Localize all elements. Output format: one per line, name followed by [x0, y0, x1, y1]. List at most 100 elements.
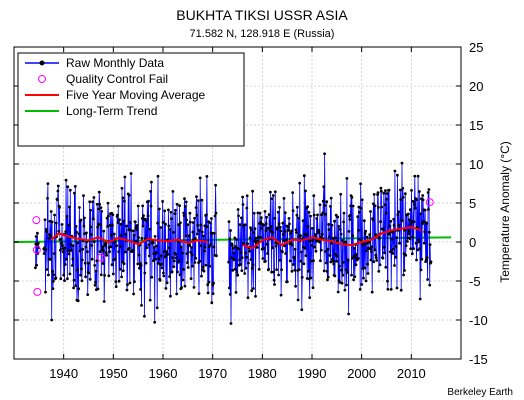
raw-monthly-point: [89, 225, 93, 229]
raw-monthly-point: [253, 227, 257, 231]
raw-monthly-point: [324, 250, 328, 253]
raw-monthly-point: [78, 206, 81, 209]
moving-average-layer: [50, 226, 422, 250]
raw-monthly-point: [168, 275, 172, 278]
raw-monthly-point: [174, 252, 178, 256]
raw-monthly-point: [105, 216, 109, 220]
raw-monthly-point: [288, 259, 292, 263]
raw-monthly-point: [335, 259, 338, 263]
raw-monthly-point: [71, 244, 75, 248]
raw-monthly-point: [147, 199, 150, 203]
raw-monthly-point: [328, 235, 331, 239]
raw-monthly-point: [411, 235, 415, 239]
raw-monthly-point: [92, 217, 95, 221]
raw-monthly-point: [357, 228, 360, 232]
raw-monthly-point: [273, 216, 277, 220]
raw-monthly-point: [231, 246, 235, 250]
raw-monthly-point: [301, 219, 305, 223]
raw-monthly-point: [60, 223, 64, 226]
raw-monthly-point: [322, 269, 326, 273]
raw-monthly-point: [359, 182, 362, 186]
raw-monthly-point: [395, 236, 398, 240]
raw-monthly-point: [61, 250, 65, 254]
raw-monthly-point: [272, 278, 276, 282]
raw-monthly-point: [155, 306, 159, 310]
raw-monthly-point: [239, 263, 243, 266]
raw-monthly-point: [348, 218, 352, 221]
raw-monthly-point: [374, 253, 378, 257]
raw-monthly-point: [186, 261, 189, 264]
raw-monthly-point: [394, 245, 398, 248]
raw-monthly-point: [92, 240, 96, 244]
raw-monthly-point: [287, 217, 291, 220]
raw-monthly-point: [406, 212, 410, 216]
raw-monthly-point: [299, 234, 302, 238]
raw-monthly-point: [238, 223, 242, 227]
raw-monthly-point: [409, 222, 413, 226]
raw-monthly-point: [50, 318, 54, 322]
raw-monthly-point: [140, 304, 143, 307]
x-tick-label: 1950: [99, 366, 128, 381]
raw-monthly-point: [346, 258, 350, 262]
raw-monthly-point: [202, 234, 206, 238]
raw-monthly-point: [104, 244, 107, 248]
raw-monthly-point: [240, 216, 243, 220]
raw-monthly-point: [99, 273, 103, 277]
legend-label-trend: Long-Term Trend: [66, 104, 157, 118]
raw-monthly-point: [372, 260, 376, 264]
raw-monthly-point: [36, 242, 40, 245]
raw-monthly-point: [178, 204, 182, 208]
raw-monthly-point: [344, 268, 348, 272]
raw-monthly-point: [394, 255, 398, 259]
raw-monthly-point: [153, 235, 157, 238]
raw-monthly-point: [214, 211, 218, 215]
y-tick-label: -15: [469, 352, 488, 367]
raw-monthly-point: [210, 231, 214, 235]
raw-monthly-point: [391, 230, 394, 234]
raw-monthly-point: [44, 228, 48, 231]
raw-monthly-point: [304, 189, 307, 193]
raw-monthly-point: [51, 270, 54, 273]
raw-monthly-point: [250, 289, 254, 293]
raw-monthly-point: [298, 181, 302, 185]
raw-monthly-point: [340, 268, 343, 272]
raw-monthly-point: [125, 288, 129, 292]
raw-monthly-line: [228, 153, 432, 324]
raw-monthly-point: [310, 227, 314, 230]
raw-monthly-point: [102, 229, 106, 233]
raw-monthly-point: [191, 264, 194, 268]
raw-monthly-point: [333, 219, 336, 223]
raw-monthly-point: [397, 223, 401, 227]
raw-monthly-point: [396, 173, 399, 177]
raw-monthly-point: [75, 268, 79, 272]
raw-monthly-point: [252, 231, 256, 235]
raw-monthly-point: [36, 231, 39, 235]
raw-monthly-point: [285, 280, 289, 284]
raw-monthly-point: [245, 194, 249, 198]
raw-monthly-point: [46, 197, 49, 200]
raw-monthly-point: [290, 229, 293, 233]
raw-monthly-point: [156, 221, 160, 225]
raw-monthly-point: [279, 229, 283, 233]
raw-monthly-point: [203, 224, 207, 228]
raw-monthly-point: [251, 263, 255, 267]
raw-monthly-point: [398, 241, 401, 245]
raw-monthly-point: [114, 280, 118, 283]
raw-monthly-point: [152, 246, 156, 249]
raw-monthly-point: [68, 205, 71, 209]
raw-monthly-point: [71, 257, 75, 261]
raw-monthly-point: [357, 210, 361, 214]
raw-monthly-point: [150, 275, 154, 279]
raw-monthly-point: [336, 215, 340, 219]
raw-monthly-point: [175, 292, 179, 296]
raw-monthly-point: [155, 251, 158, 255]
raw-monthly-point: [395, 286, 399, 290]
raw-monthly-point: [366, 272, 370, 275]
raw-monthly-point: [56, 189, 60, 193]
raw-monthly-point: [73, 185, 77, 188]
raw-monthly-point: [128, 221, 132, 224]
raw-monthly-point: [356, 257, 360, 260]
raw-monthly-point: [72, 286, 75, 290]
raw-monthly-point: [47, 273, 50, 277]
raw-monthly-point: [323, 204, 327, 207]
